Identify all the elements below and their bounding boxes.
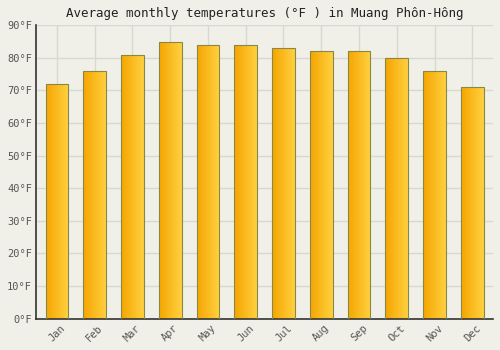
Bar	[386, 58, 408, 318]
Bar	[423, 71, 446, 318]
Bar	[159, 42, 182, 318]
Bar	[272, 48, 295, 318]
Bar	[310, 51, 332, 318]
Bar	[348, 51, 370, 318]
Bar	[196, 45, 220, 318]
Bar	[46, 84, 68, 318]
Bar	[461, 87, 483, 318]
Bar	[84, 71, 106, 318]
Bar	[121, 55, 144, 318]
Bar	[234, 45, 257, 318]
Title: Average monthly temperatures (°F ) in Muang Phôn-Hông: Average monthly temperatures (°F ) in Mu…	[66, 7, 464, 20]
